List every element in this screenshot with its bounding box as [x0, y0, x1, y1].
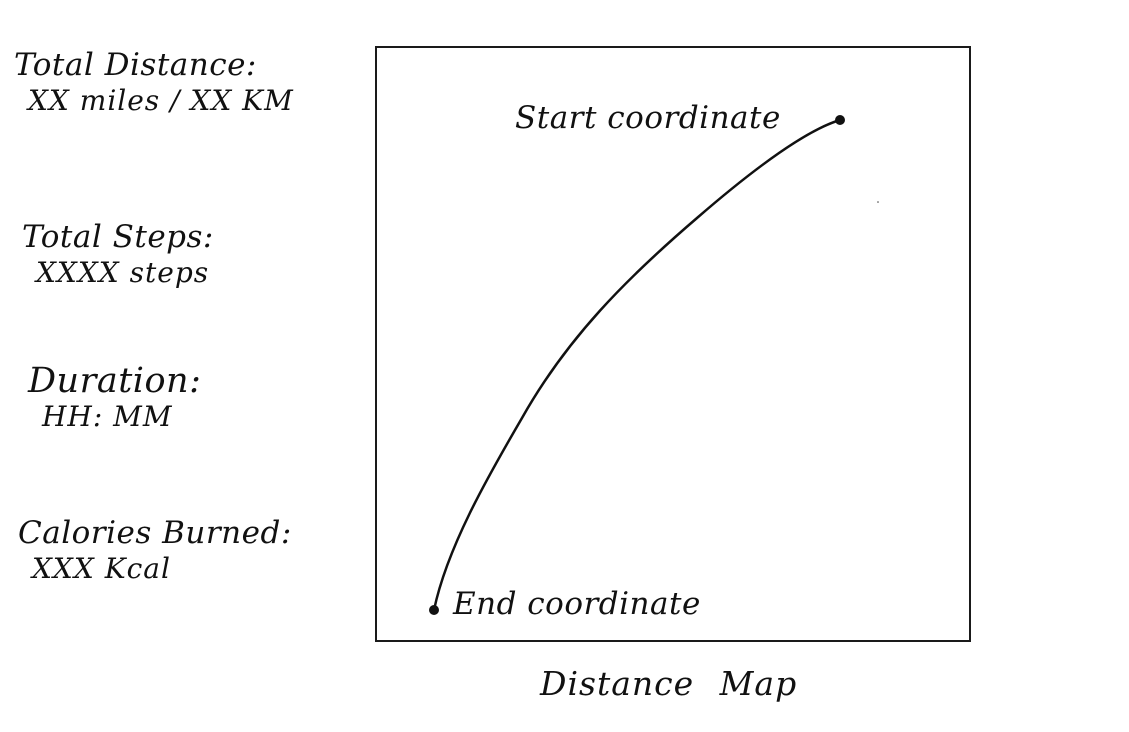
total-steps-label: Total Steps:	[22, 219, 214, 255]
stray-dot	[877, 201, 879, 203]
start-coordinate-label: Start coordinate	[515, 100, 781, 136]
total-distance-label: Total Distance:	[14, 47, 257, 83]
duration-label: Duration:	[28, 361, 202, 401]
duration-value: HH: MM	[42, 400, 173, 433]
map-canvas	[429, 115, 879, 615]
calories-value: XXX Kcal	[32, 552, 171, 585]
duration-stat: Duration: HH: MM	[28, 362, 358, 434]
total-steps-stat: Total Steps: XXXX steps	[22, 218, 352, 290]
end-point-marker[interactable]	[429, 605, 439, 615]
map-caption: Distance Map	[540, 664, 798, 703]
start-point-marker[interactable]	[835, 115, 845, 125]
route-path	[432, 118, 842, 612]
distance-map[interactable]: Start coordinate End coordinate	[375, 46, 971, 642]
total-distance-value: XX miles / XX KM	[28, 84, 294, 117]
total-distance-stat: Total Distance: XX miles / XX KM	[14, 46, 344, 118]
calories-stat: Calories Burned: XXX Kcal	[18, 514, 348, 586]
total-steps-value: XXXX steps	[36, 256, 210, 289]
calories-label: Calories Burned:	[18, 515, 292, 551]
end-coordinate-label: End coordinate	[453, 586, 701, 622]
